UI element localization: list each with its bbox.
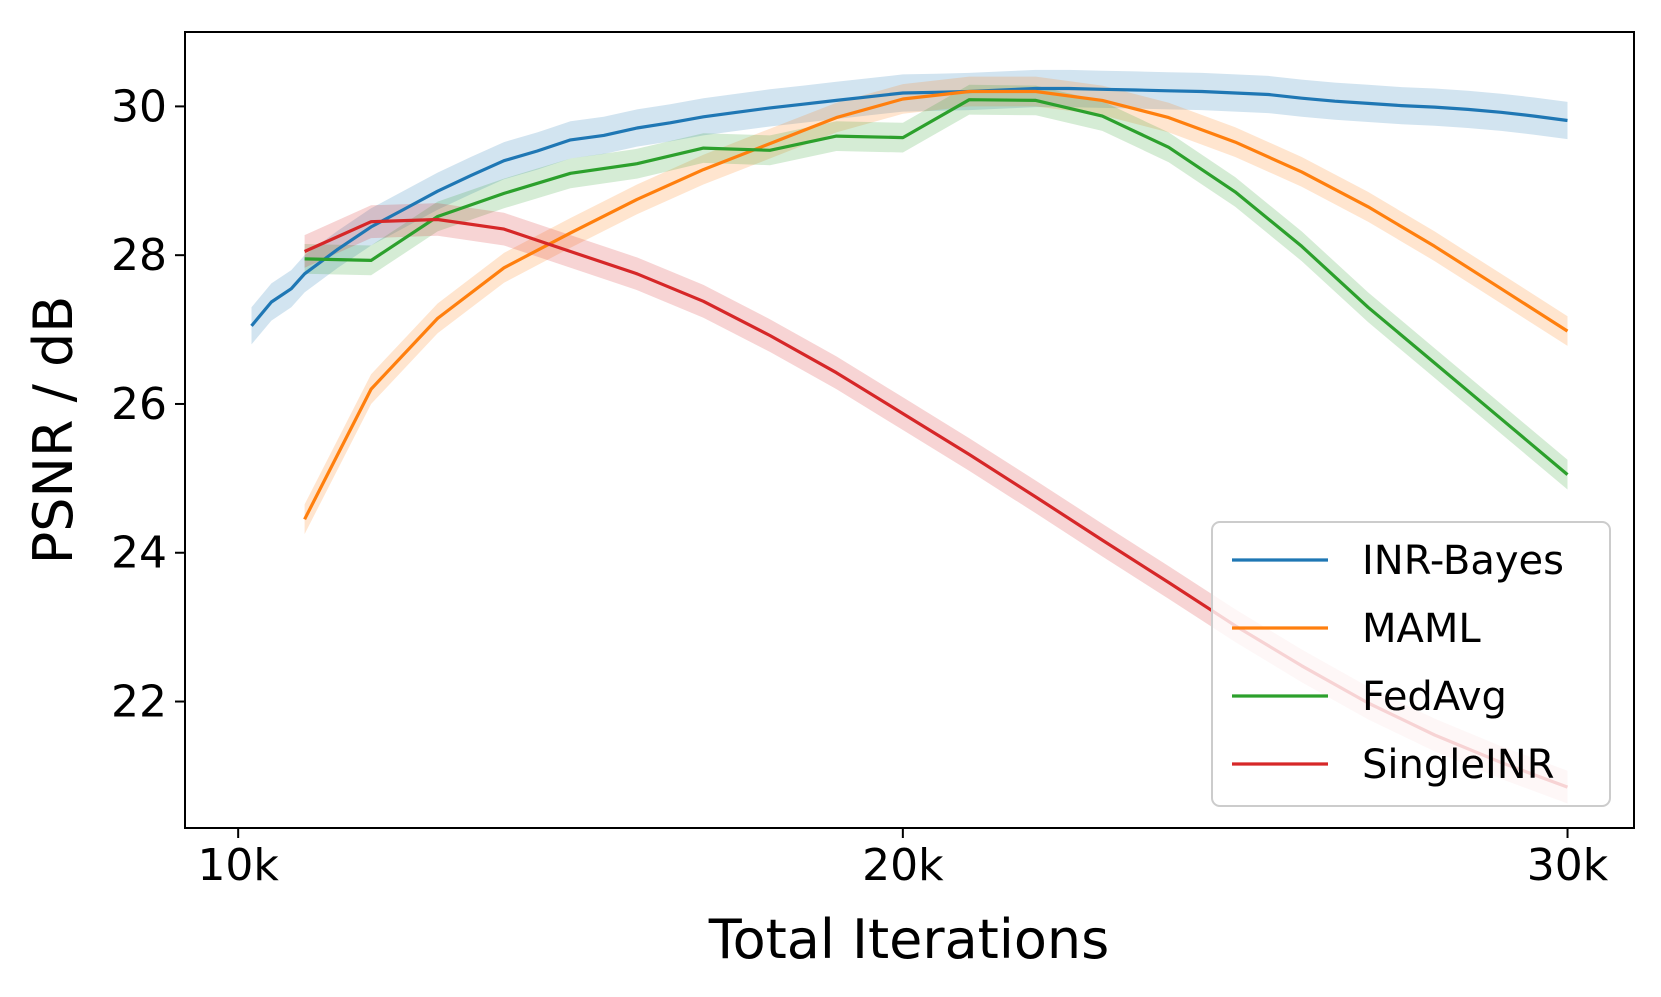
x-axis-title: Total Iterations <box>708 908 1109 971</box>
y-tick-label: 26 <box>111 379 167 430</box>
x-axis: 10k 20k 30k <box>197 828 1609 891</box>
x-tick-label: 30k <box>1527 840 1609 891</box>
legend: INR-Bayes MAML FedAvg SingleINR <box>1211 521 1611 807</box>
plot-frame <box>184 31 1635 829</box>
legend-box <box>1211 521 1611 807</box>
legend-label: FedAvg <box>1362 674 1507 720</box>
x-tick-label: 20k <box>862 840 944 891</box>
y-tick-label: 22 <box>111 677 167 728</box>
y-tick-label: 24 <box>111 528 167 579</box>
x-tick-label: 10k <box>197 840 279 891</box>
line-maml <box>303 89 1569 521</box>
y-axis-title: PSNR / dB <box>22 296 85 565</box>
legend-label: MAML <box>1362 606 1481 652</box>
y-tick-label: 30 <box>111 81 167 132</box>
line-fedavg <box>304 98 1569 476</box>
y-tick-label: 28 <box>111 230 167 281</box>
line-inr-bayes <box>250 86 1568 327</box>
legend-label: SingleINR <box>1362 742 1554 788</box>
y-axis: 22 24 26 28 30 <box>111 81 185 728</box>
legend-label: INR-Bayes <box>1362 538 1564 584</box>
